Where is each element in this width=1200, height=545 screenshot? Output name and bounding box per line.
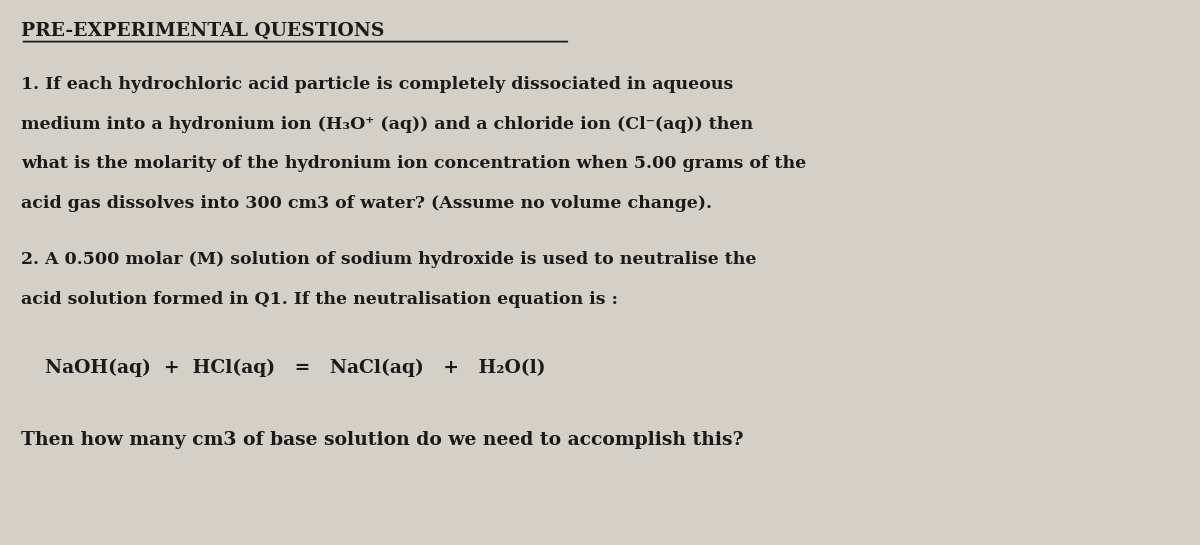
Text: what is the molarity of the hydronium ion concentration when 5.00 grams of the: what is the molarity of the hydronium io… bbox=[20, 155, 806, 172]
Text: NaOH(aq)  +  HCl(aq)   =   NaCl(aq)   +   H₂O(l): NaOH(aq) + HCl(aq) = NaCl(aq) + H₂O(l) bbox=[44, 358, 545, 377]
Text: acid solution formed in Q1. If the neutralisation equation is :: acid solution formed in Q1. If the neutr… bbox=[20, 292, 618, 308]
Text: PRE-EXPERIMENTAL QUESTIONS: PRE-EXPERIMENTAL QUESTIONS bbox=[20, 22, 384, 40]
Text: medium into a hydronium ion (H₃O⁺ (aq)) and a chloride ion (Cl⁻(aq)) then: medium into a hydronium ion (H₃O⁺ (aq)) … bbox=[20, 116, 752, 132]
Text: 1. If each hydrochloric acid particle is completely dissociated in aqueous: 1. If each hydrochloric acid particle is… bbox=[20, 76, 733, 93]
Text: Then how many cm3 of base solution do we need to accomplish this?: Then how many cm3 of base solution do we… bbox=[20, 431, 743, 449]
Text: 2. A 0.500 molar (M) solution of sodium hydroxide is used to neutralise the: 2. A 0.500 molar (M) solution of sodium … bbox=[20, 251, 756, 269]
Text: acid gas dissolves into 300 cm3 of water? (Assume no volume change).: acid gas dissolves into 300 cm3 of water… bbox=[20, 195, 712, 213]
